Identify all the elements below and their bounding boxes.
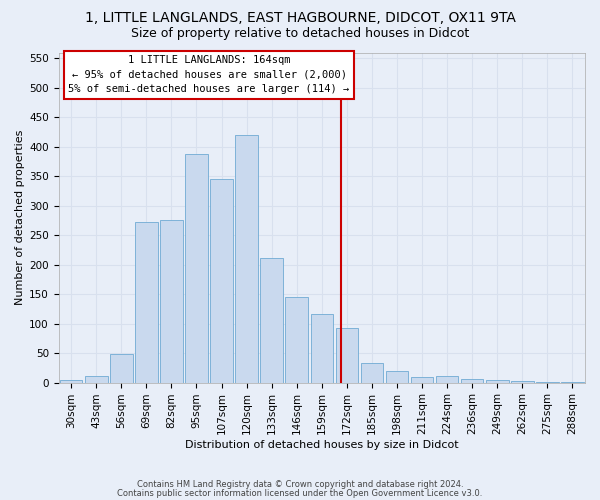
Text: 1, LITTLE LANGLANDS, EAST HAGBOURNE, DIDCOT, OX11 9TA: 1, LITTLE LANGLANDS, EAST HAGBOURNE, DID…: [85, 11, 515, 25]
Bar: [210, 178, 233, 382]
Bar: [486, 380, 509, 382]
Bar: [461, 379, 484, 382]
Bar: [135, 222, 158, 382]
Bar: [160, 220, 183, 382]
Bar: [110, 354, 133, 382]
Text: Contains HM Land Registry data © Crown copyright and database right 2024.: Contains HM Land Registry data © Crown c…: [137, 480, 463, 489]
Bar: [235, 135, 258, 382]
Bar: [60, 380, 82, 382]
X-axis label: Distribution of detached houses by size in Didcot: Distribution of detached houses by size …: [185, 440, 458, 450]
Bar: [386, 372, 408, 382]
Bar: [311, 314, 333, 382]
Bar: [436, 376, 458, 382]
Text: 1 LITTLE LANGLANDS: 164sqm
← 95% of detached houses are smaller (2,000)
5% of se: 1 LITTLE LANGLANDS: 164sqm ← 95% of deta…: [68, 55, 350, 94]
Bar: [185, 154, 208, 382]
Bar: [335, 328, 358, 382]
Bar: [411, 376, 433, 382]
Bar: [85, 376, 107, 382]
Text: Size of property relative to detached houses in Didcot: Size of property relative to detached ho…: [131, 28, 469, 40]
Bar: [361, 362, 383, 382]
Bar: [286, 297, 308, 382]
Text: Contains public sector information licensed under the Open Government Licence v3: Contains public sector information licen…: [118, 488, 482, 498]
Bar: [260, 258, 283, 382]
Y-axis label: Number of detached properties: Number of detached properties: [15, 130, 25, 305]
